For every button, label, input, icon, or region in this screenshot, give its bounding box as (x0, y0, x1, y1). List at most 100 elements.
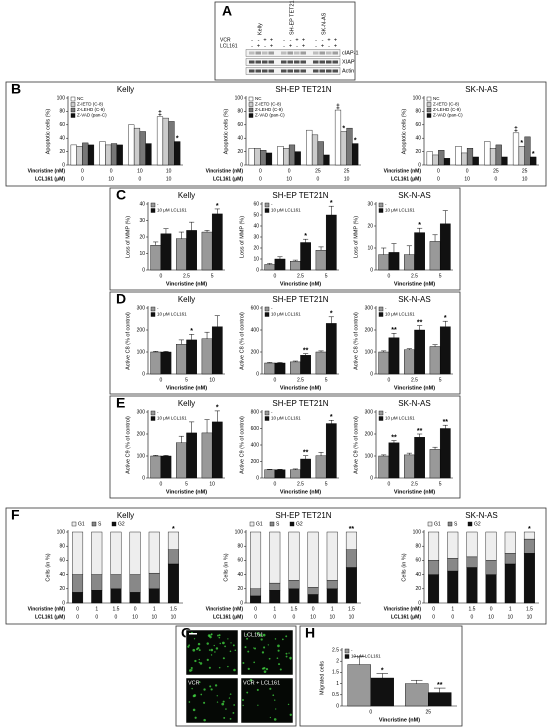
x-tick-label: 25 (493, 168, 499, 174)
bar-segment (148, 572, 160, 589)
bar (530, 156, 537, 166)
legend-swatch (378, 410, 384, 416)
x-axis-label: Vincristine (nM) (394, 281, 435, 287)
error-bar (214, 410, 220, 422)
legend-label: G2 (474, 521, 481, 527)
y-tick-label: 100 (235, 95, 244, 101)
y-tick-label: 20 (237, 149, 243, 155)
bar (378, 351, 390, 375)
y-tick-label: 20 (237, 586, 243, 592)
bar (306, 129, 313, 166)
y-axis-label: Loss of MMP (%) (239, 216, 245, 258)
legend-swatch (111, 521, 117, 527)
x-tick-label: 0 (254, 606, 257, 612)
x-tick-label: 5 (439, 273, 442, 279)
band (300, 69, 306, 73)
band (319, 69, 325, 73)
bar (186, 432, 197, 479)
micrograph (185, 629, 239, 676)
panel-letter: D (116, 291, 126, 307)
legend-swatch (426, 96, 432, 102)
y-tick-label: 10 (367, 245, 373, 251)
bar-segment (307, 594, 319, 604)
x-tick-label: 1 (273, 606, 276, 612)
panel-frame (299, 625, 463, 727)
x-tick-label: 10 (522, 176, 528, 182)
bar-segment (504, 553, 516, 565)
bar (489, 148, 497, 166)
y-tick-label: 0 (62, 600, 65, 606)
y-tick-label: 0 (256, 475, 259, 481)
error-bar (178, 339, 184, 345)
band (249, 60, 255, 64)
cell-line-label: Kelly (257, 23, 263, 35)
legend-label: - (271, 202, 273, 207)
bar (405, 683, 429, 707)
cell (242, 699, 244, 701)
x-tick-label: 0 (288, 168, 291, 174)
cell (247, 667, 250, 670)
cell (188, 644, 191, 647)
bar (290, 469, 301, 479)
y-tick-label: 0 (142, 371, 145, 377)
bar (340, 131, 347, 166)
legend-label: 10 μM LCL161 (385, 312, 415, 317)
y-tick-label: 2.5 (332, 647, 339, 653)
chart-title: SH-EP TET21N (275, 85, 331, 94)
cell (210, 654, 213, 656)
bar-segment (91, 574, 103, 591)
significance: * (342, 125, 345, 132)
sign: + (321, 43, 324, 49)
legend-label: NC (433, 96, 440, 101)
cell (258, 632, 260, 634)
cell (228, 697, 231, 699)
bar (432, 154, 439, 166)
y-tick-label: 600 (251, 305, 260, 311)
error-bar (406, 245, 412, 255)
error-bar (442, 424, 448, 429)
bar-segment (326, 580, 338, 590)
bar-segment (485, 560, 497, 575)
legend-label: - (271, 306, 273, 311)
bar-segment (250, 595, 262, 604)
cell (256, 632, 259, 635)
cell (253, 647, 255, 649)
bar (518, 146, 525, 166)
bar (274, 362, 286, 375)
y-axis-label: Loss of MMP (%) (353, 216, 359, 258)
bar-segment (326, 531, 338, 581)
sign: + (334, 43, 337, 49)
significance: ** (443, 419, 449, 426)
x-tick-label: 0 (159, 377, 162, 383)
legend-swatch (344, 648, 350, 654)
bar-segment (129, 574, 141, 593)
error-bar (417, 325, 423, 330)
cell (285, 652, 288, 655)
cell (203, 688, 206, 691)
cell (209, 635, 212, 639)
error-bar (406, 452, 412, 455)
bar (501, 156, 508, 166)
sign: + (270, 37, 273, 43)
significance: ** (417, 428, 423, 435)
bar (264, 264, 276, 271)
band (262, 60, 268, 64)
band (249, 69, 255, 73)
bar (429, 346, 441, 375)
bar (388, 337, 400, 375)
sign: - (251, 37, 253, 43)
x-tick-label: 10 (488, 614, 494, 620)
y-tick-label: 100 (365, 453, 374, 459)
y-tick-label: 600 (251, 426, 260, 432)
bar (300, 355, 311, 375)
cell (191, 669, 193, 671)
error-bar (432, 446, 438, 450)
y-tick-label: 60 (415, 122, 421, 128)
legend-swatch (427, 521, 433, 527)
significance: * (330, 200, 333, 207)
panel-frame (5, 81, 547, 187)
x-tick-label: 5 (185, 377, 188, 383)
chart-title: Kelly (117, 511, 134, 520)
band (332, 60, 338, 64)
bar-segment (485, 531, 497, 561)
